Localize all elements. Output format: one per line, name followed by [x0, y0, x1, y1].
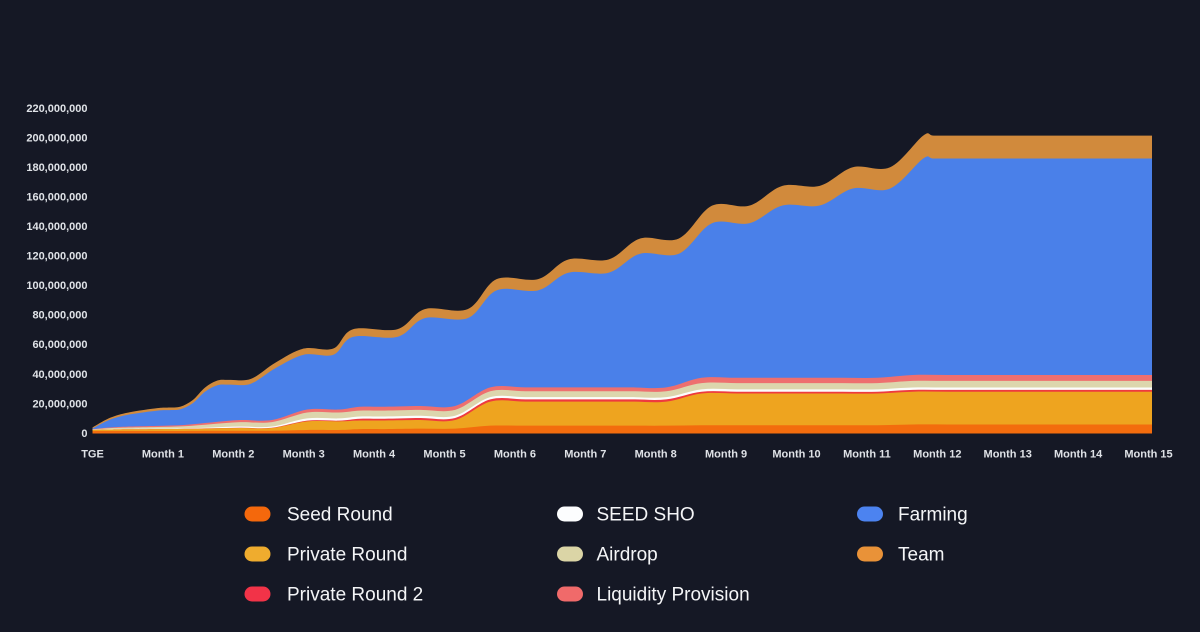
svg-text:80,000,000: 80,000,000	[32, 310, 87, 322]
svg-text:Month 13: Month 13	[984, 449, 1032, 461]
svg-text:Month 8: Month 8	[635, 449, 677, 461]
svg-text:Month 2: Month 2	[212, 449, 254, 461]
svg-text:160,000,000: 160,000,000	[26, 192, 87, 204]
svg-text:20,000,000: 20,000,000	[32, 398, 87, 410]
svg-text:0: 0	[81, 428, 87, 440]
svg-text:180,000,000: 180,000,000	[26, 162, 87, 174]
svg-text:40,000,000: 40,000,000	[32, 369, 87, 381]
svg-text:SEED SHO: SEED SHO	[597, 505, 695, 526]
svg-text:Private Round 2: Private Round 2	[287, 585, 423, 606]
svg-text:Month 5: Month 5	[423, 449, 465, 461]
svg-text:220,000,000: 220,000,000	[26, 103, 87, 115]
svg-text:Month 9: Month 9	[705, 449, 747, 461]
svg-text:200,000,000: 200,000,000	[26, 132, 87, 144]
svg-text:Month 7: Month 7	[564, 449, 606, 461]
svg-text:140,000,000: 140,000,000	[26, 221, 87, 233]
svg-text:Airdrop: Airdrop	[597, 545, 658, 566]
svg-text:Farming: Farming	[898, 505, 968, 526]
svg-text:Team: Team	[898, 545, 944, 566]
svg-text:Private Round: Private Round	[287, 545, 407, 566]
svg-text:100,000,000: 100,000,000	[26, 280, 87, 292]
svg-text:Month 14: Month 14	[1054, 449, 1103, 461]
svg-text:Month 15: Month 15	[1124, 449, 1172, 461]
svg-text:Month 3: Month 3	[283, 449, 325, 461]
svg-text:TGE: TGE	[81, 449, 104, 461]
svg-text:120,000,000: 120,000,000	[26, 251, 87, 263]
svg-text:Liquidity Provision: Liquidity Provision	[597, 585, 750, 606]
svg-text:Month 11: Month 11	[843, 449, 891, 461]
svg-text:Month 6: Month 6	[494, 449, 536, 461]
svg-text:Seed Round: Seed Round	[287, 505, 393, 526]
svg-text:Month 4: Month 4	[353, 449, 396, 461]
svg-text:Month 10: Month 10	[772, 449, 820, 461]
svg-text:60,000,000: 60,000,000	[32, 339, 87, 351]
svg-text:Month 12: Month 12	[913, 449, 961, 461]
svg-text:Month 1: Month 1	[142, 449, 184, 461]
